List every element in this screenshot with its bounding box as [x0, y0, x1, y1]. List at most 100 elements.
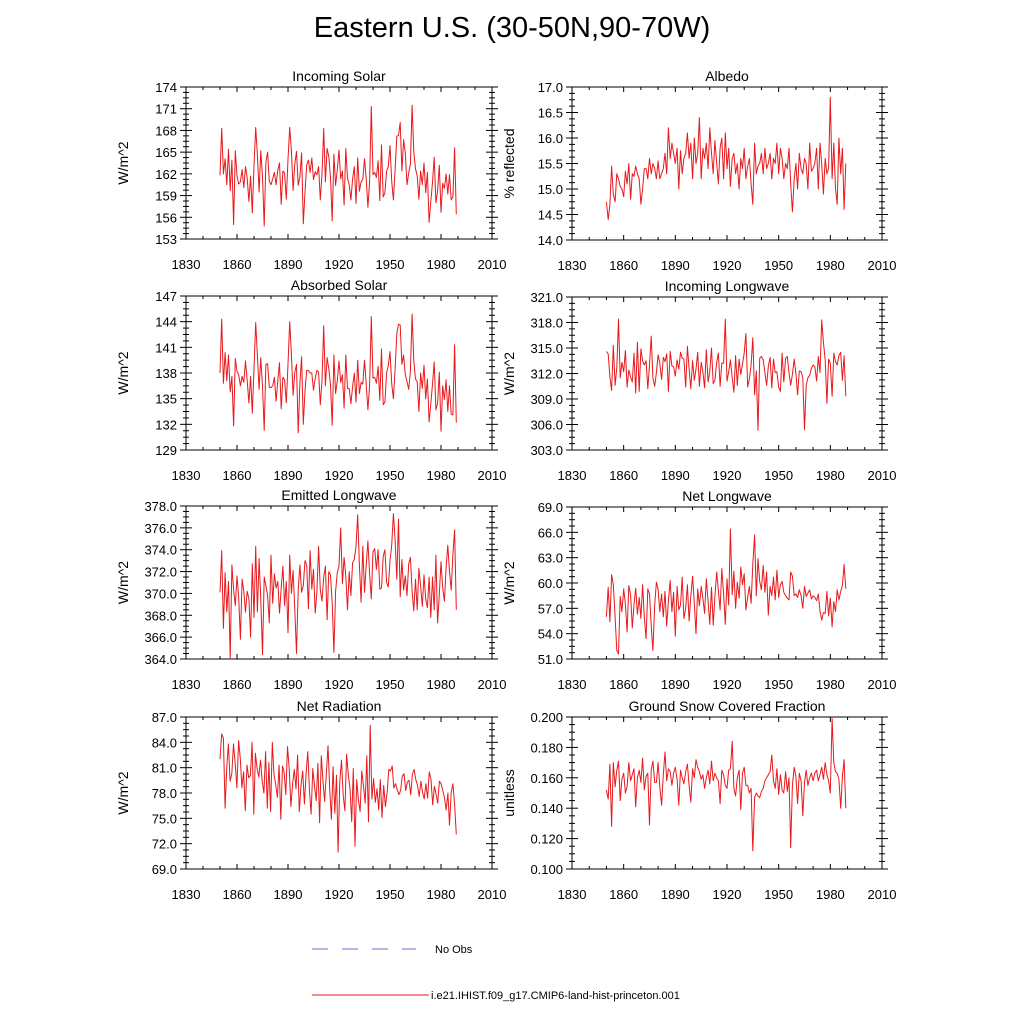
x-tick-label: 1860 — [223, 677, 252, 692]
panel-2: Absorbed Solar W/m^2 1830 1860 1890 1920 1950 1… — [115, 277, 506, 483]
plot-frame — [185, 716, 493, 870]
y-tick-label: 321.0 — [530, 290, 563, 305]
panel-4: Emitted Longwave W/m^2 1830 1860 1890 1920 195… — [115, 487, 506, 692]
series-line — [219, 513, 457, 660]
panel-6: Net Radiation W/m^2 1830 1860 1890 1920 1950 19… — [115, 698, 506, 902]
plot-frame — [571, 716, 883, 870]
y-tick-label: 84.0 — [152, 735, 177, 750]
x-tick-label: 1830 — [172, 257, 201, 272]
y-tick-label: 15.5 — [538, 157, 563, 172]
x-tick-label: 1890 — [661, 887, 690, 902]
x-tick-label: 1950 — [764, 468, 793, 483]
x-tick-label: 2010 — [868, 887, 897, 902]
x-tick-label: 1920 — [713, 887, 742, 902]
y-tick-label: 14.5 — [538, 208, 563, 223]
y-axis-label: W/m^2 — [501, 561, 517, 604]
x-tick-label: 1920 — [325, 677, 354, 692]
x-tick-label: 1920 — [325, 468, 354, 483]
x-tick-label: 1950 — [764, 887, 793, 902]
x-tick-label: 2010 — [868, 677, 897, 692]
x-tick-label: 1830 — [172, 468, 201, 483]
y-tick-label: 16.5 — [538, 106, 563, 121]
y-axis-label: W/m^2 — [115, 561, 131, 604]
y-tick-label: 370.0 — [144, 586, 177, 601]
legend: No Obs i.e21.IHIST.f09_g17.CMIP6-land-his… — [312, 944, 680, 1002]
x-tick-label: 2010 — [478, 677, 507, 692]
y-tick-label: 141 — [155, 340, 177, 355]
series-line — [605, 96, 847, 221]
x-tick-label: 1860 — [609, 468, 638, 483]
y-tick-label: 138 — [155, 366, 177, 381]
panel-title: Net Longwave — [682, 488, 772, 504]
y-axis-label: unitless — [501, 769, 517, 816]
y-tick-label: 16.0 — [538, 131, 563, 146]
y-tick-label: 14.0 — [538, 233, 563, 248]
x-tick-label: 1950 — [376, 468, 405, 483]
page-title: Eastern U.S. (30-50N,90-70W) — [313, 12, 711, 44]
y-tick-label: 366.0 — [144, 630, 177, 645]
x-tick-label: 1860 — [223, 887, 252, 902]
x-tick-label: 1860 — [609, 258, 638, 273]
panel-title: Incoming Solar — [292, 68, 386, 84]
y-tick-label: 87.0 — [152, 710, 177, 725]
x-tick-label: 1890 — [274, 468, 303, 483]
y-tick-label: 171 — [155, 102, 177, 117]
y-tick-label: 81.0 — [152, 761, 177, 776]
y-axis-label: W/m^2 — [115, 351, 131, 394]
x-tick-label: 2010 — [478, 887, 507, 902]
x-tick-label: 2010 — [478, 257, 507, 272]
x-tick-label: 1980 — [427, 257, 456, 272]
panel-5: Net Longwave W/m^2 1830 1860 1890 1920 1950 198… — [501, 488, 896, 692]
x-tick-label: 1860 — [223, 468, 252, 483]
y-tick-label: 312.0 — [530, 367, 563, 382]
x-tick-label: 1950 — [376, 887, 405, 902]
y-tick-label: 303.0 — [530, 443, 563, 458]
y-tick-label: 376.0 — [144, 521, 177, 536]
x-tick-label: 1830 — [172, 887, 201, 902]
panel-7: Ground Snow Covered Fraction unitless 1830… — [501, 698, 896, 902]
y-tick-label: 132 — [155, 417, 177, 432]
x-tick-label: 1890 — [274, 887, 303, 902]
y-tick-label: 17.0 — [538, 80, 563, 95]
x-tick-label: 2010 — [868, 258, 897, 273]
y-tick-label: 66.0 — [538, 525, 563, 540]
x-tick-label: 1920 — [325, 887, 354, 902]
x-tick-label: 1950 — [376, 677, 405, 692]
x-tick-label: 1920 — [713, 258, 742, 273]
x-tick-label: 2010 — [868, 468, 897, 483]
series-line — [219, 724, 457, 853]
y-tick-label: 144 — [155, 315, 177, 330]
x-tick-label: 1890 — [661, 258, 690, 273]
y-tick-label: 54.0 — [538, 627, 563, 642]
x-tick-label: 1890 — [274, 257, 303, 272]
x-tick-label: 1830 — [558, 258, 587, 273]
y-tick-label: 75.0 — [152, 811, 177, 826]
panel-title: Albedo — [705, 68, 749, 84]
x-tick-label: 1890 — [661, 468, 690, 483]
panel-1: Albedo % reflected 1830 1860 1890 1920 1950 198… — [501, 68, 896, 273]
panel-title: Incoming Longwave — [665, 278, 790, 294]
panel-title: Net Radiation — [297, 698, 382, 714]
y-tick-label: 57.0 — [538, 601, 563, 616]
y-axis-label: W/m^2 — [115, 771, 131, 814]
y-tick-label: 78.0 — [152, 786, 177, 801]
x-tick-label: 1950 — [376, 257, 405, 272]
series-line — [605, 318, 847, 431]
y-tick-label: 63.0 — [538, 551, 563, 566]
x-tick-label: 1830 — [558, 887, 587, 902]
y-tick-label: 51.0 — [538, 652, 563, 667]
x-tick-label: 1890 — [274, 677, 303, 692]
legend-label: No Obs — [435, 944, 473, 956]
x-tick-label: 1830 — [558, 677, 587, 692]
series-line — [219, 313, 457, 434]
x-tick-label: 1830 — [172, 677, 201, 692]
x-tick-label: 1860 — [609, 677, 638, 692]
y-tick-label: 165 — [155, 145, 177, 160]
x-tick-label: 1860 — [223, 257, 252, 272]
y-axis-label: W/m^2 — [115, 141, 131, 184]
y-tick-label: 69.0 — [538, 500, 563, 515]
legend-label: i.e21.IHIST.f09_g17.CMIP6-land-hist-prin… — [431, 990, 680, 1002]
y-tick-label: 159 — [155, 189, 177, 204]
